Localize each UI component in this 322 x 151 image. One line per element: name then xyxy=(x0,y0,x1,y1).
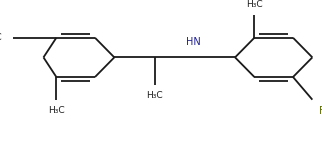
Text: F: F xyxy=(319,106,322,116)
Text: H₃C: H₃C xyxy=(0,33,2,42)
Text: H₃C: H₃C xyxy=(246,0,263,9)
Text: H₃C: H₃C xyxy=(146,91,163,100)
Text: HN: HN xyxy=(186,37,201,47)
Text: H₃C: H₃C xyxy=(48,106,65,115)
